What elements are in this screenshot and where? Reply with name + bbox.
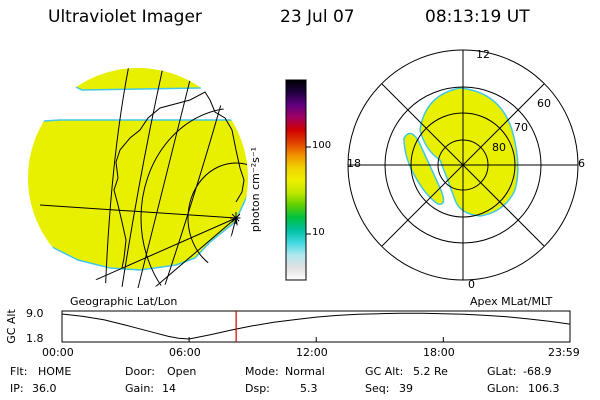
time-label: 08:13:19 UT (425, 7, 530, 27)
colorbar-gradient (285, 79, 307, 281)
status-ip-label: IP: (10, 382, 24, 395)
status-seq-value: 39 (399, 382, 413, 395)
status-gcalt-label: GC Alt: (365, 365, 404, 378)
aurora-oval-arc (403, 132, 445, 205)
altitude-xtick-1200: 12:00 (296, 346, 328, 359)
altitude-plot (61, 310, 571, 343)
status-dsp-value: 5.3 (300, 382, 318, 395)
altitude-ytick-1: 1.8 (26, 332, 44, 345)
status-flt-value: HOME (38, 365, 72, 378)
status-gain-value: 14 (162, 382, 176, 395)
status-glat-value: -68.9 (523, 365, 552, 378)
geographic-map (28, 68, 248, 288)
status-glat-label: GLat: (487, 365, 517, 378)
altitude-xtick-0000: 00:00 (42, 346, 74, 359)
status-door-value: Open (167, 365, 197, 378)
altitude-xtick-1800: 18:00 (423, 346, 455, 359)
lat-label-80: 80 (492, 141, 506, 154)
colorbar-tick-100: 100 (312, 140, 332, 151)
altitude-curve (61, 312, 571, 340)
mlt-label-12: 12 (476, 48, 490, 61)
polar-grid (347, 49, 579, 281)
aurora-upper-region (57, 68, 211, 91)
mlt-label-6: 6 (578, 157, 585, 170)
colorbar-tick-10: 10 (312, 227, 325, 238)
colorbar (285, 79, 311, 281)
colorbar-unit-label: photon cm⁻²s⁻¹ (249, 146, 263, 233)
pole-marker (230, 212, 242, 224)
app-title: Ultraviolet Imager (48, 7, 202, 27)
mlt-label-18: 18 (347, 157, 361, 170)
mlt-label-0: 0 (468, 278, 475, 291)
polar-caption: Apex MLat/MLT (470, 295, 553, 308)
lat-label-60: 60 (537, 97, 551, 110)
polar-plot (347, 49, 579, 281)
status-seq-label: Seq: (365, 382, 390, 395)
status-dsp-label: Dsp: (245, 382, 270, 395)
status-glon-value: 106.3 (528, 382, 560, 395)
lat-label-70: 70 (514, 121, 528, 134)
status-glon-label: GLon: (487, 382, 519, 395)
status-mode-value: Normal (285, 365, 325, 378)
status-gain-label: Gain: (125, 382, 154, 395)
date-label: 23 Jul 07 (280, 7, 355, 27)
altitude-xtick-0600: 06:00 (169, 346, 201, 359)
altitude-ytick-9: 9.0 (26, 307, 44, 320)
status-door-label: Door: (125, 365, 155, 378)
status-gcalt-value: 5.2 Re (413, 365, 448, 378)
geo-caption: Geographic Lat/Lon (70, 295, 178, 308)
coastline (113, 91, 245, 269)
status-flt-label: Flt: (10, 365, 28, 378)
status-mode-label: Mode: (245, 365, 279, 378)
status-ip-value: 36.0 (32, 382, 57, 395)
altitude-xtick-2359: 23:59 (548, 346, 580, 359)
altitude-ylabel: GC Alt (4, 309, 18, 344)
